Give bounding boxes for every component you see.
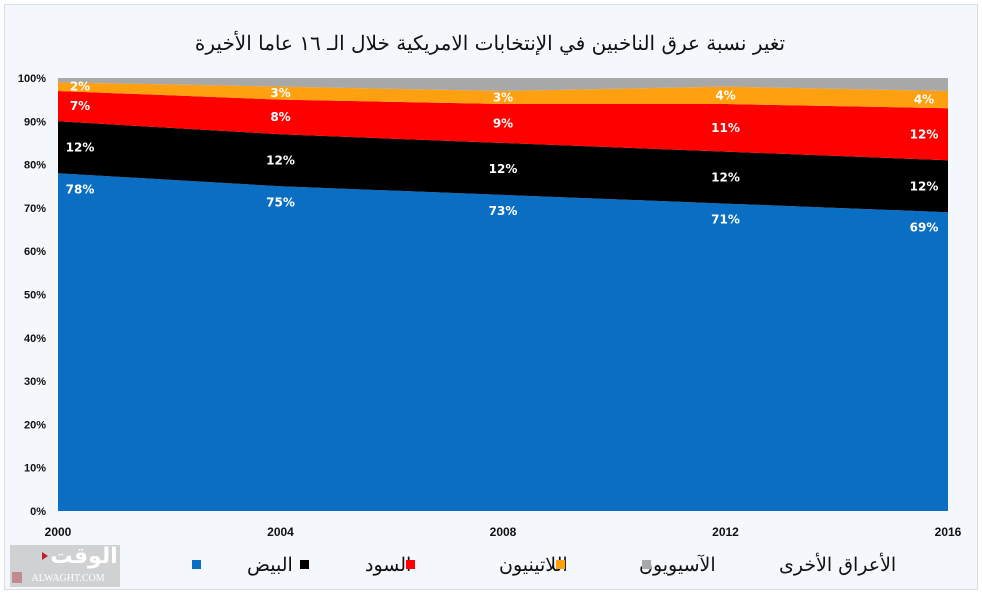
area-series-2	[58, 90, 948, 161]
legend-swatch	[192, 560, 201, 569]
area-series-0	[58, 173, 948, 511]
x-tick-label: 2000	[45, 525, 72, 539]
y-tick-label: 10%	[24, 463, 46, 475]
y-tick-label: 30%	[24, 376, 46, 388]
data-label: 73%	[489, 204, 518, 218]
legend-swatch	[556, 560, 565, 569]
chart-title: تغير نسبة عرق الناخبين في الإنتخابات الا…	[195, 30, 785, 56]
legend-label: الأعراق الأخرى	[779, 552, 896, 576]
data-label: 69%	[910, 221, 939, 235]
data-label: 3%	[493, 90, 513, 104]
logo-latin: ALWAGHT.COM	[31, 573, 104, 584]
data-label: 8%	[270, 110, 290, 124]
x-tick-label: 2004	[267, 525, 294, 539]
y-tick-label: 20%	[24, 419, 46, 431]
data-label: 12%	[266, 153, 295, 167]
data-label: 2%	[70, 80, 90, 94]
y-tick-label: 70%	[24, 203, 46, 215]
data-label: 4%	[914, 93, 934, 107]
x-tick-label: 2008	[490, 525, 517, 539]
data-label: 78%	[66, 183, 95, 197]
x-tick-label: 2012	[712, 525, 739, 539]
y-tick-label: 0%	[30, 506, 46, 518]
data-label: 12%	[910, 179, 939, 193]
data-label: 3%	[270, 86, 290, 100]
data-label: 12%	[489, 162, 518, 176]
y-tick-label: 100%	[18, 73, 46, 85]
data-label: 71%	[711, 212, 740, 226]
data-label: 11%	[711, 121, 740, 135]
y-tick-label: 90%	[24, 116, 46, 128]
legend-label: اللاتينيون	[499, 554, 568, 576]
data-label: 7%	[70, 99, 90, 113]
y-tick-label: 50%	[24, 290, 46, 302]
y-tick-label: 80%	[24, 160, 46, 172]
data-label: 75%	[266, 195, 295, 209]
y-tick-label: 40%	[24, 333, 46, 345]
area-series-1	[58, 121, 948, 213]
x-tick-label: 2016	[935, 525, 962, 539]
data-label: 12%	[66, 140, 95, 154]
data-label: 12%	[910, 127, 939, 141]
area-series-4	[58, 78, 948, 91]
area-series-3	[58, 82, 948, 109]
alwaght-logo: الوقت ALWAGHT.COM	[10, 544, 120, 587]
legend-swatch	[300, 560, 309, 569]
legend-label: البيض	[247, 554, 293, 576]
legend-swatch	[406, 560, 415, 569]
data-label: 12%	[711, 171, 740, 185]
legend-swatch	[642, 560, 651, 569]
data-label: 4%	[715, 88, 735, 102]
data-label: 9%	[493, 116, 513, 130]
y-tick-label: 60%	[24, 246, 46, 258]
legend-label: الآسيويون	[639, 554, 716, 576]
logo-arabic: الوقت	[50, 544, 117, 569]
legend-label: السود	[365, 554, 411, 576]
